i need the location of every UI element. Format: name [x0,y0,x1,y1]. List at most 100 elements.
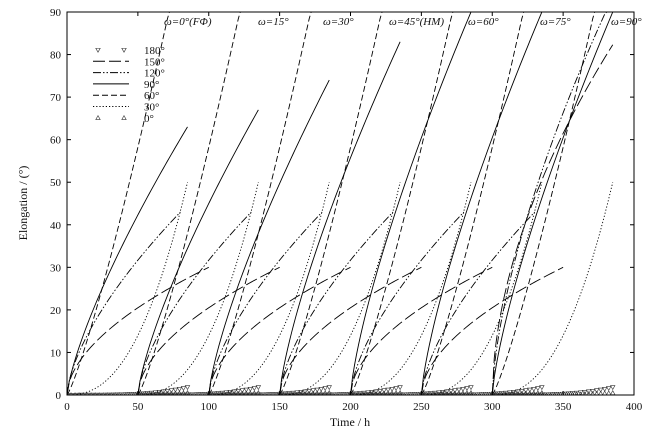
x-tick-label-1: 50 [132,401,144,413]
series-4-panel-3 [279,12,401,395]
point-s6-p6-40 [570,391,575,395]
point-s0-p5-46 [511,390,517,395]
y-tick-label-4: 40 [50,220,62,232]
panel-0-curves [67,12,209,395]
series-5-panel-5 [421,182,543,395]
legend-label-4: 60° [144,90,159,102]
x-tick-label-2: 100 [201,401,218,413]
panel-label-1: ω=15° [258,16,289,28]
series-1-panel-2 [208,266,351,395]
series-3-panel-4 [350,12,472,395]
legend-marker-0-b [121,47,127,53]
point-s0-p5-50 [519,388,525,394]
series-1-panel-4 [350,266,493,395]
axes-layer: 0 50 100 150 200 250 300 350 400 0 10 20 30 40 50 60 70 8… [50,7,643,413]
series-2-panel-0 [67,211,181,395]
point-s0-p0-52 [168,388,175,394]
point-s0-p2-58 [322,386,328,392]
series-3-panel-6 [491,12,614,395]
legend-label-0: 180° [144,45,165,57]
point-s0-p0-56 [176,386,183,392]
legend-label-5: 30° [144,102,159,114]
panel-labels-layer: ω=0°(FΦ) ω=15° ω=30° ω=45°(HM) ω=60° ω=75° ω=9… [164,16,642,28]
series-5-panel-1 [137,182,259,395]
point-s0-p6-42 [573,390,580,395]
y-tick-label-1: 10 [50,347,62,359]
series-3-panel-2 [208,79,330,395]
y-tick-label-0: 0 [56,390,62,402]
point-s6-p6-52 [594,390,600,395]
point-s0-p5-56 [531,386,537,392]
series-3-panel-5 [420,12,543,395]
panel-label-2: ω=30° [323,16,354,28]
legend-label-6: 0° [144,113,154,125]
point-s0-p4-58 [464,386,470,392]
series-5-panel-6 [492,182,614,395]
point-s0-p2-46 [298,390,304,395]
point-s0-p3-46 [369,390,375,395]
point-s0-p6-48 [585,389,592,395]
panel-6-curves [489,12,616,395]
point-s0-p1-46 [227,390,233,395]
point-s0-p6-46 [581,390,588,395]
point-s6-p0-32 [129,391,134,395]
series-3-panel-1 [137,109,259,395]
legend-marker-0-a [95,47,101,53]
point-s0-p2-60 [326,385,332,391]
point-s0-p5-54 [527,387,533,393]
x-tick-label-6: 300 [484,401,501,413]
series-4-panel-6 [491,12,613,395]
point-s0-p6-60 [610,385,616,391]
point-s0-p1-52 [239,388,246,394]
legend-label-2: 120° [144,68,165,80]
point-s6-p1-32 [200,391,204,395]
series-2-panel-6 [491,12,613,395]
series-3-panel-0 [67,126,188,395]
point-s0-p5-58 [535,386,541,392]
point-s0-p1-54 [243,387,250,393]
point-s6-p6-38 [566,391,571,395]
legend-label-3: 90° [144,79,159,91]
point-s0-p6-52 [593,388,600,394]
x-tick-label-4: 200 [342,401,359,413]
point-s6-p6-58 [606,390,612,395]
x-tick-label-7: 350 [555,401,572,413]
panel-2-curves [206,12,351,395]
point-s0-p2-56 [318,386,324,392]
legend-marker-6-b [121,114,127,120]
series-4-panel-4 [350,12,471,395]
point-s0-p3-50 [377,388,383,394]
point-s0-p2-52 [310,388,316,394]
point-s0-p4-46 [440,390,446,395]
y-tick-label-8: 80 [50,50,62,62]
point-s6-p6-34 [558,391,563,395]
point-s0-p1-58 [251,386,258,392]
series-1-panel-1 [137,266,280,395]
point-s6-p5-32 [483,391,488,395]
series-4-panel-2 [208,12,330,395]
point-s0-p3-60 [397,385,403,391]
panel-label-5: ω=75° [540,16,571,28]
series-5-panel-0 [67,182,188,395]
y-tick-label-2: 20 [50,305,62,317]
x-tick-label-0: 0 [64,401,70,413]
point-s0-p5-60 [539,385,545,391]
point-s6-p6-48 [586,391,591,395]
point-s6-p6-44 [578,391,583,395]
point-s6-p6-54 [598,390,604,395]
point-s0-p3-52 [381,388,387,394]
y-tick-label-3: 30 [50,262,62,274]
series-3-panel-3 [279,41,401,395]
point-s0-p1-44 [223,390,229,395]
y-axis-title: Elongation / (°) [16,166,30,241]
panel-label-3: ω=45°(HM) [389,16,444,28]
series-4-panel-1 [137,12,259,395]
point-s0-p6-58 [606,386,612,392]
point-s0-p5-44 [507,390,513,395]
point-s0-p0-60 [184,385,191,391]
point-s0-p3-56 [389,386,395,392]
point-s0-p2-44 [294,390,300,395]
series-5-panel-2 [208,182,330,395]
series-1-panel-3 [279,266,422,395]
point-s0-p3-44 [365,390,371,395]
